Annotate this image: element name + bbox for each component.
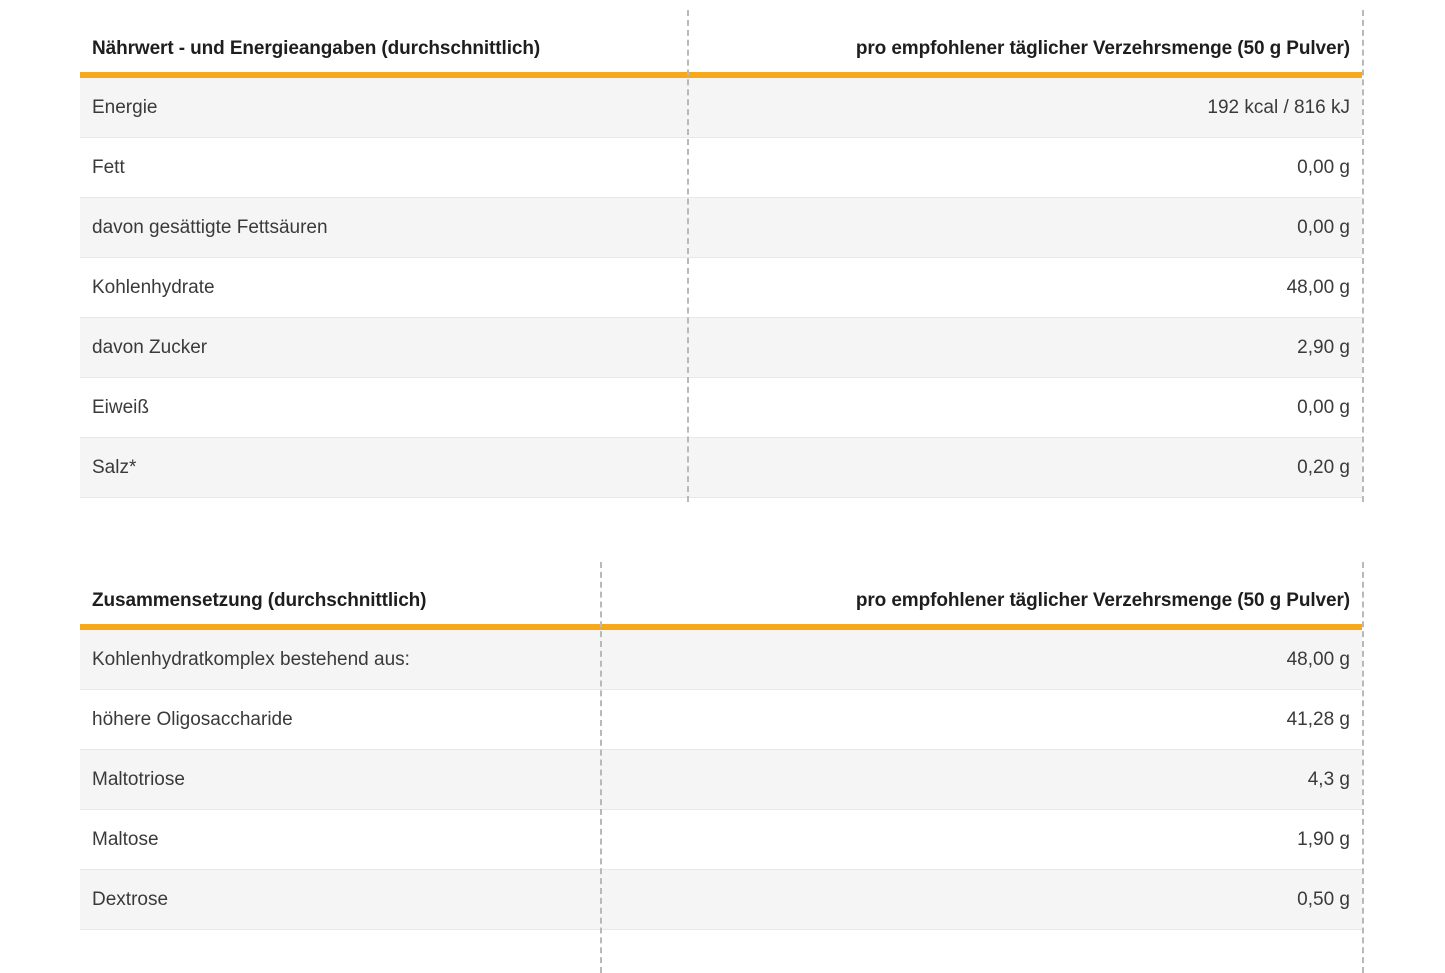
row-value: 0,00 g — [1297, 156, 1350, 178]
table-row: Maltotriose 4,3 g — [80, 750, 1362, 810]
column-header-label: Nährwert - und Energieangaben (durchschn… — [92, 38, 541, 59]
table-row: Salz* 0,20 g — [80, 438, 1362, 498]
row-label: davon gesättigte Fettsäuren — [92, 216, 328, 238]
column-divider — [687, 10, 689, 502]
column-divider — [600, 562, 602, 973]
row-value: 41,28 g — [1286, 708, 1350, 730]
table-row: Eiweiß 0,00 g — [80, 378, 1362, 438]
row-value: 0,50 g — [1297, 888, 1350, 910]
row-label: Maltose — [92, 828, 159, 850]
header-accent-rule — [80, 624, 1362, 630]
row-value: 1,90 g — [1297, 828, 1350, 850]
row-label: Energie — [92, 96, 158, 118]
table-right-edge-divider — [1362, 562, 1364, 973]
table-row: Fett 0,00 g — [80, 138, 1362, 198]
table-row: Maltose 1,90 g — [80, 810, 1362, 870]
composition-table: Zusammensetzung (durchschnittlich) pro e… — [80, 562, 1364, 973]
header-accent-rule — [80, 72, 1362, 78]
row-label: Salz* — [92, 456, 137, 478]
table-row: davon gesättigte Fettsäuren 0,00 g — [80, 198, 1362, 258]
column-header-label: Zusammensetzung (durchschnittlich) — [92, 590, 427, 611]
column-header-value: pro empfohlener täglicher Verzehrsmenge … — [855, 38, 1350, 59]
row-label: Eiweiß — [92, 396, 150, 418]
row-label: Maltotriose — [92, 768, 185, 790]
nutrition-energy-table: Nährwert - und Energieangaben (durchschn… — [80, 10, 1364, 502]
row-label: Dextrose — [92, 888, 169, 910]
table-row: Kohlenhydrate 48,00 g — [80, 258, 1362, 318]
row-label: davon Zucker — [92, 336, 208, 358]
row-value: 4,3 g — [1307, 768, 1350, 790]
table-row: höhere Oligosaccharide 41,28 g — [80, 690, 1362, 750]
row-value: 0,20 g — [1297, 456, 1350, 478]
table-header-row: Zusammensetzung (durchschnittlich) pro e… — [80, 562, 1362, 624]
table-row: davon Zucker 2,90 g — [80, 318, 1362, 378]
table-body: Kohlenhydratkomplex bestehend aus: 48,00… — [80, 630, 1362, 930]
row-value: 0,00 g — [1297, 216, 1350, 238]
table-header-row: Nährwert - und Energieangaben (durchschn… — [80, 10, 1362, 72]
row-label: Kohlenhydratkomplex bestehend aus: — [92, 648, 410, 670]
row-value: 192 kcal / 816 kJ — [1207, 96, 1350, 118]
table-row: Kohlenhydratkomplex bestehend aus: 48,00… — [80, 630, 1362, 690]
row-label: Fett — [92, 156, 125, 178]
table-right-edge-divider — [1362, 10, 1364, 502]
row-value: 0,00 g — [1297, 396, 1350, 418]
table-row: Dextrose 0,50 g — [80, 870, 1362, 930]
row-value: 48,00 g — [1286, 276, 1350, 298]
column-header-value: pro empfohlener täglicher Verzehrsmenge … — [855, 590, 1350, 611]
row-value: 48,00 g — [1286, 648, 1350, 670]
row-value: 2,90 g — [1297, 336, 1350, 358]
table-body: Energie 192 kcal / 816 kJ Fett 0,00 g da… — [80, 78, 1362, 498]
table-row: Energie 192 kcal / 816 kJ — [80, 78, 1362, 138]
row-label: höhere Oligosaccharide — [92, 708, 293, 730]
row-label: Kohlenhydrate — [92, 276, 215, 298]
